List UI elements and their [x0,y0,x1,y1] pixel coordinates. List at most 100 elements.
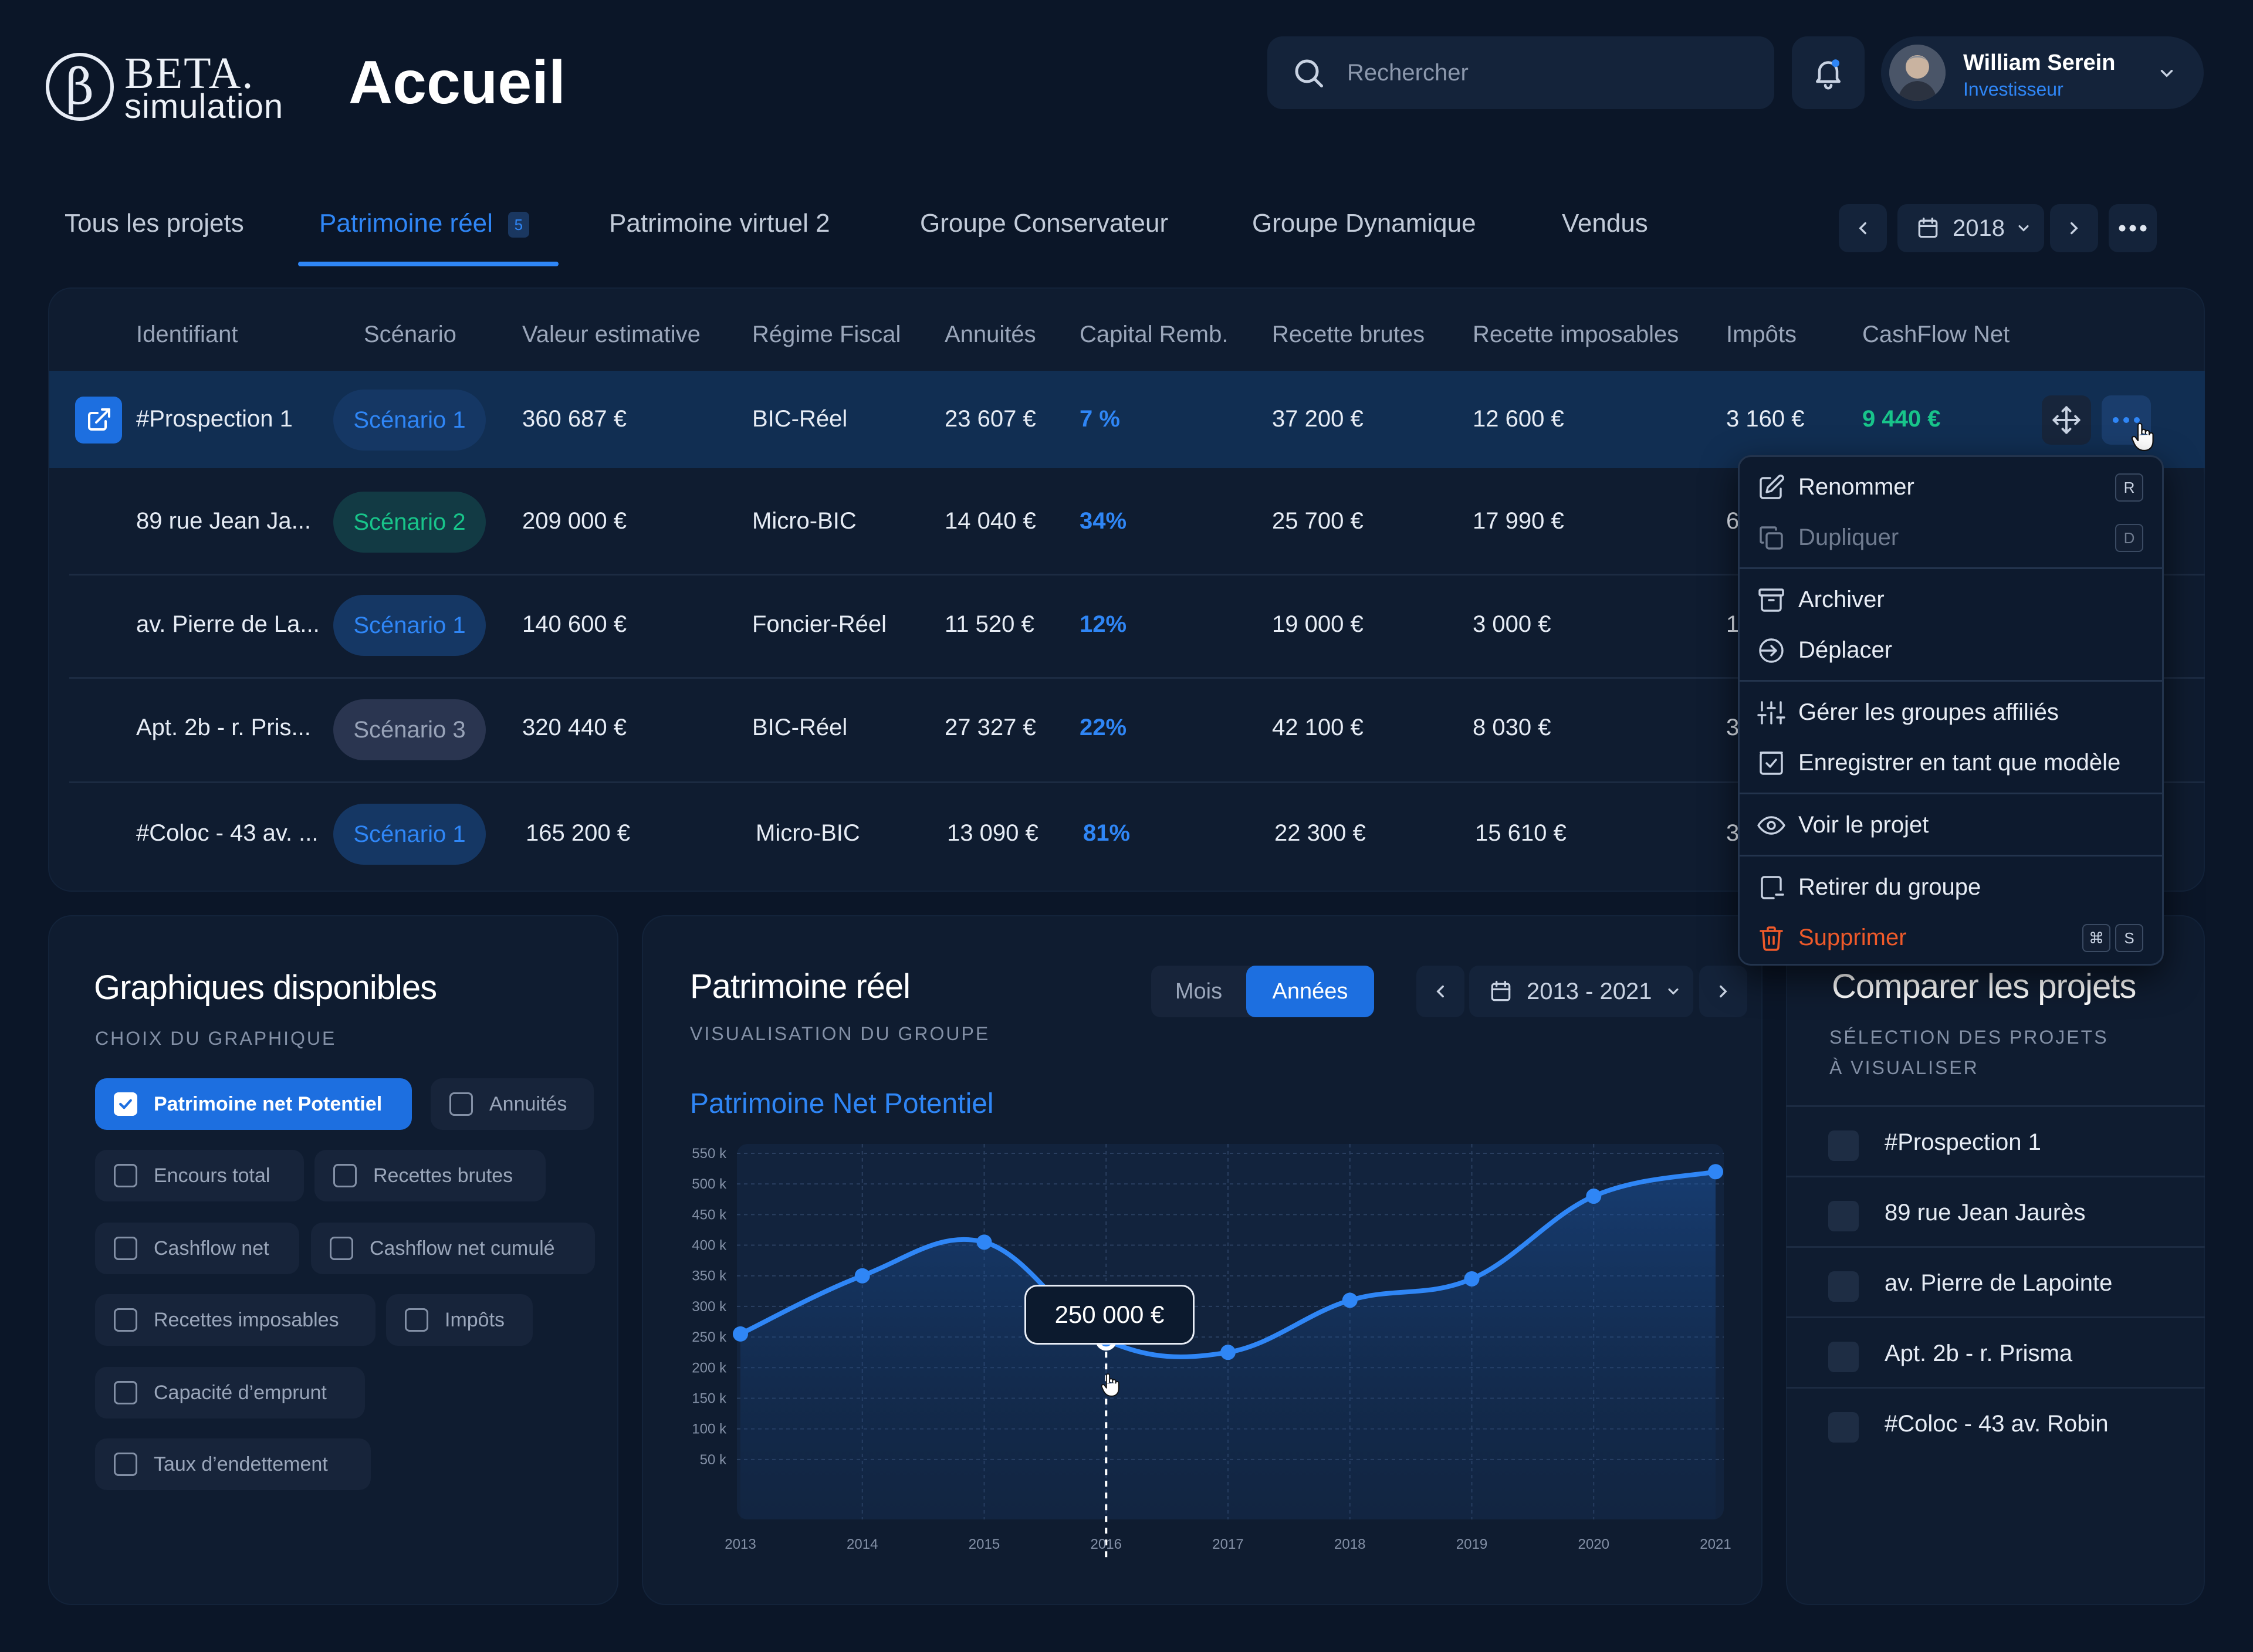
shortcut-key: D [2115,524,2143,552]
template-icon [1760,751,1783,775]
year-picker[interactable]: 2018 [1897,204,2044,252]
chip-label: Impôts [445,1308,505,1331]
chart-option-cashflow-cumule[interactable]: Cashflow net cumulé [311,1223,595,1274]
chart-option-cashflow-net[interactable]: Cashflow net [95,1223,299,1274]
search-box[interactable] [1267,36,1774,109]
date-range-picker[interactable]: 2013 - 2021 [1469,966,1693,1017]
checkbox [449,1092,473,1116]
y-axis-tick-label: 550 k [692,1146,727,1162]
cell-identifiant[interactable]: av. Pierre de La... [136,611,320,637]
menu-item-archiver[interactable]: Archiver [1740,574,2166,625]
drag-handle-button[interactable] [2042,395,2091,445]
x-axis-tick-label: 2015 [969,1536,1000,1552]
open-project-button[interactable] [75,397,122,444]
col-header-scenario[interactable]: Scénario [364,321,456,347]
menu-item-retirer-groupe[interactable]: Retirer du groupe [1740,862,2166,912]
checkbox[interactable] [1828,1271,1859,1302]
col-header-cashflow[interactable]: CashFlow Net [1862,321,2010,347]
move-arrow-icon [1759,638,1784,663]
scenario-badge[interactable]: Scénario 1 [333,804,486,865]
scenario-badge[interactable]: Scénario 2 [333,492,486,553]
menu-item-enregistrer-modele[interactable]: Enregistrer en tant que modèle [1740,737,2166,788]
date-range-value: 2013 - 2021 [1527,978,1652,1004]
chart-option-recettes-brutes[interactable]: Recettes brutes [314,1150,546,1201]
checkbox[interactable] [1828,1412,1859,1443]
chart-option-taux-endettement[interactable]: Taux d’endettement [95,1438,371,1490]
menu-item-label: Gérer les groupes affiliés [1798,699,2059,725]
chart-option-patrimoine-net[interactable]: Patrimoine net Potentiel [95,1078,412,1130]
shortcut-key: R [2115,473,2143,502]
chevron-right-icon [1720,985,1727,998]
chart-option-encours-total[interactable]: Encours total [95,1150,304,1201]
chip-label: Capacité d’emprunt [154,1381,327,1404]
checkbox [114,1164,137,1187]
toggle-annees[interactable]: Années [1246,966,1374,1017]
chip-label: Cashflow net cumulé [370,1237,555,1260]
col-header-capital[interactable]: Capital Remb. [1080,321,1229,347]
scenario-badge[interactable]: Scénario 1 [333,595,486,656]
cell-recette-brutes: 42 100 € [1272,715,1364,740]
tab-tous-les-projets[interactable]: Tous les projets [65,209,244,238]
checkbox[interactable] [1828,1130,1859,1161]
project-name: av. Pierre de Lapointe [1885,1270,2113,1296]
tab-patrimoine-virtuel-2[interactable]: Patrimoine virtuel 2 [609,209,830,238]
cell-capital: 7 % [1080,406,1120,432]
app-logo[interactable]: β BETA. simulation [46,48,304,126]
chart-option-annuites[interactable]: Annuités [431,1078,594,1130]
tab-groupe-conservateur[interactable]: Groupe Conservateur [920,209,1168,238]
chart-option-recettes-imposables[interactable]: Recettes imposables [95,1294,376,1346]
year-next-button[interactable] [2050,204,2098,252]
col-header-recette-brutes[interactable]: Recette brutes [1272,321,1425,347]
compare-project-item[interactable]: av. Pierre de Lapointe [1786,1246,2205,1316]
menu-item-gerer-groupes[interactable]: Gérer les groupes affiliés [1740,687,2166,737]
notifications-button[interactable] [1792,36,1865,109]
cell-identifiant[interactable]: 89 rue Jean Ja... [136,508,311,534]
menu-item-deplacer[interactable]: Déplacer [1740,625,2166,675]
col-header-valeur[interactable]: Valeur estimative [522,321,701,347]
data-point [1342,1292,1358,1308]
compare-project-item[interactable]: 89 rue Jean Jaurès [1786,1176,2205,1246]
chart-option-impots[interactable]: Impôts [386,1294,533,1346]
cell-identifiant[interactable]: Apt. 2b - r. Pris... [136,715,311,740]
chevron-down-icon [2160,70,2173,77]
menu-item-voir-projet[interactable]: Voir le projet [1740,800,2166,850]
cell-impots: 3 [1726,820,1740,846]
checkbox[interactable] [1828,1342,1859,1372]
scenario-badge[interactable]: Scénario 1 [333,390,486,451]
chart-option-capacite-emprunt[interactable]: Capacité d’emprunt [95,1367,365,1419]
range-next-button[interactable] [1699,966,1747,1017]
x-axis-tick-label: 2018 [1334,1536,1365,1552]
cell-valeur: 165 200 € [526,820,630,846]
cell-annuites: 11 520 € [945,611,1034,637]
menu-item-renommer[interactable]: Renommer R [1740,462,2166,512]
compare-project-item[interactable]: #Prospection 1 [1786,1105,2205,1176]
tab-groupe-dynamique[interactable]: Groupe Dynamique [1252,209,1476,238]
data-point [854,1268,870,1284]
page-title: Accueil [349,49,566,117]
compare-project-item[interactable]: Apt. 2b - r. Prisma [1786,1316,2205,1387]
toggle-mois[interactable]: Mois [1175,979,1223,1004]
tab-patrimoine-reel[interactable]: Patrimoine réel 5 [319,209,529,238]
range-prev-button[interactable] [1416,966,1464,1017]
menu-item-supprimer[interactable]: Supprimer ⌘ S [1740,912,2166,963]
menu-item-dupliquer[interactable]: Dupliquer D [1740,512,2166,563]
user-menu[interactable]: William Serein Investisseur [1881,36,2204,109]
cell-identifiant[interactable]: #Coloc - 43 av. ... [136,820,319,846]
line-chart[interactable]: 550 k 500 k 450 k 400 k 350 k 300 k 250 k 200 k… [642,1115,1763,1572]
year-prev-button[interactable] [1839,204,1887,252]
menu-item-label: Voir le projet [1798,811,1929,838]
tabs-more-button[interactable] [2109,204,2157,252]
col-header-recette-imposables[interactable]: Recette imposables [1473,321,1679,347]
scenario-badge[interactable]: Scénario 3 [333,699,486,760]
search-input[interactable] [1347,59,1758,86]
cell-identifiant[interactable]: #Prospection 1 [136,406,293,432]
col-header-identifiant[interactable]: Identifiant [136,321,238,347]
tab-vendus[interactable]: Vendus [1562,209,1648,238]
col-header-impots[interactable]: Impôts [1726,321,1797,347]
checkbox[interactable] [1828,1201,1859,1231]
cell-annuites: 27 327 € [945,715,1036,740]
chevron-left-icon [1436,985,1444,998]
col-header-annuites[interactable]: Annuités [945,321,1036,347]
compare-project-item[interactable]: #Coloc - 43 av. Robin [1786,1387,2205,1457]
col-header-regime[interactable]: Régime Fiscal [752,321,901,347]
